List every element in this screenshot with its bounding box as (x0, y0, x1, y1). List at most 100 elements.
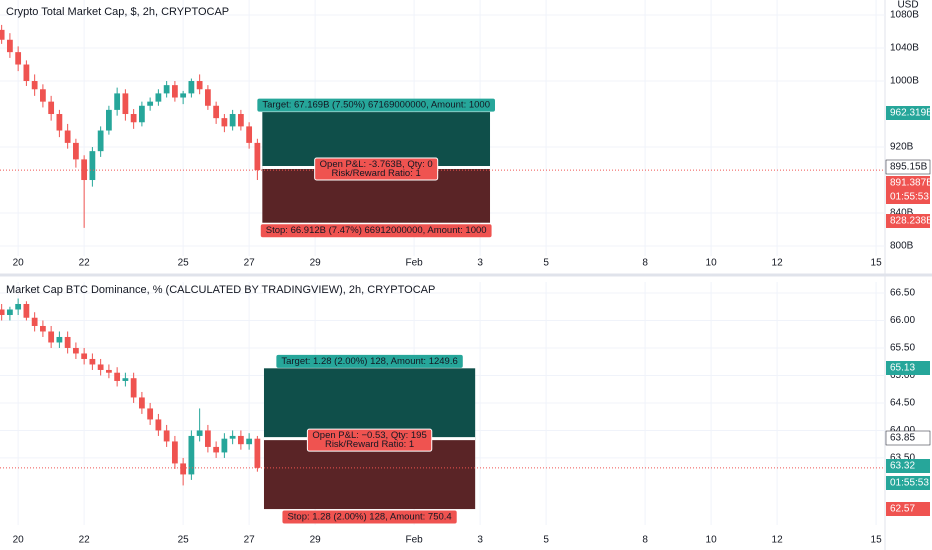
candle-body (122, 378, 129, 381)
candle-body (229, 435, 236, 439)
pnl-label: Open P&L: -3.763B, Qty: 0 (320, 159, 433, 170)
candle-body (180, 93, 187, 98)
price-label-box (886, 459, 930, 473)
x-tick-label: Feb (406, 535, 424, 546)
candle-body (40, 89, 46, 102)
x-tick-label: 5 (543, 258, 549, 269)
x-tick-label: 25 (178, 535, 190, 546)
candle-body (15, 303, 22, 310)
candle-body (254, 142, 261, 171)
x-tick-label: 10 (706, 258, 718, 269)
candle-body (7, 39, 13, 53)
candle-body (0, 29, 5, 40)
price-label-box (885, 430, 931, 446)
stop-label-box (260, 224, 492, 238)
target-label-box (276, 354, 463, 368)
x-tick-label: 5 (543, 535, 549, 546)
price-label: 65.13 (890, 363, 915, 374)
candle-body (106, 369, 112, 373)
price-label-box (886, 361, 930, 375)
candle-body (180, 463, 187, 475)
candle-body (73, 142, 79, 160)
price-label: 828.238B (890, 216, 932, 227)
candle-body (31, 317, 38, 326)
y-tick-label: 64.50 (890, 398, 915, 409)
chart-title: Crypto Total Market Cap, $, 2h, CRYPTOCA… (6, 6, 229, 18)
price-label-box (886, 176, 930, 190)
candle-body (237, 435, 244, 445)
candle-body (246, 438, 253, 445)
x-tick-label: 8 (642, 258, 648, 269)
y-tick-label: 1040B (890, 43, 919, 54)
x-tick-label: 3 (477, 535, 483, 546)
stop-label-box (282, 510, 457, 524)
candle-body (56, 336, 63, 343)
x-tick-label: 10 (706, 535, 718, 546)
profit-zone (263, 368, 476, 439)
candle-body (196, 81, 203, 90)
candle-body (196, 430, 203, 436)
pnl-label: Risk/Reward Ratio: 1 (325, 439, 414, 450)
target-label-box (257, 98, 496, 112)
y-tick-label: 1000B (890, 76, 919, 87)
x-tick-label: 25 (178, 258, 190, 269)
target-label: Target: 67.169B (7.50%) 67169000000, Amo… (262, 100, 490, 111)
candle-body (221, 438, 228, 453)
candle-body (97, 364, 104, 370)
y-tick-label: 840B (890, 208, 914, 219)
price-label: 62.57 (890, 504, 915, 515)
candle-body (147, 408, 154, 420)
price-label: 63.32 (890, 461, 915, 472)
y-tick-label: 64.00 (890, 425, 915, 436)
price-label: 962.319B (890, 108, 932, 119)
candle-body (188, 435, 195, 475)
candle-body (155, 419, 162, 431)
candle-body (89, 151, 96, 181)
candle-body (237, 114, 244, 127)
candle-body (31, 81, 38, 90)
y-tick-label: 65.50 (890, 343, 915, 354)
candle-body (106, 109, 112, 131)
candle-body (204, 430, 211, 447)
candle-body (122, 93, 129, 115)
candle-body (172, 441, 178, 464)
x-tick-label: 12 (772, 535, 784, 546)
candle-body (213, 446, 220, 453)
x-tick-label: 12 (772, 258, 784, 269)
price-label-box (886, 214, 930, 228)
candle-body (130, 378, 137, 398)
stop-label: Stop: 1.28 (2.00%) 128, Amount: 750.4 (287, 512, 451, 523)
y-tick-label: 1080B (890, 10, 919, 21)
price-label-box (886, 476, 930, 490)
candle-body (64, 130, 71, 143)
candle-body (23, 64, 30, 82)
x-tick-label: 20 (13, 535, 25, 546)
candle-body (139, 397, 145, 409)
y-tick-label: 63.50 (890, 453, 915, 464)
candle-body (97, 130, 104, 152)
x-tick-label: 20 (13, 258, 25, 269)
candle-body (48, 331, 55, 343)
x-tick-label: 29 (310, 535, 322, 546)
candle-body (73, 347, 79, 354)
candle-body (130, 114, 137, 123)
candle-body (56, 114, 63, 131)
candle-body (155, 93, 162, 102)
x-tick-label: 27 (244, 258, 256, 269)
candle-body (40, 325, 46, 332)
y-tick-label: 920B (890, 142, 914, 153)
x-tick-label: 29 (310, 258, 322, 269)
candle-body (23, 303, 30, 318)
candle-body (163, 85, 170, 94)
price-label-box (886, 502, 930, 516)
candle-body (229, 114, 236, 127)
candle-body (114, 372, 121, 381)
chart-title: Market Cap BTC Dominance, % (CALCULATED … (6, 284, 435, 296)
price-label-box (886, 106, 930, 120)
y-tick-label: 800B (890, 241, 914, 252)
x-tick-label: 15 (871, 535, 883, 546)
candle-body (172, 85, 178, 98)
x-tick-label: 22 (79, 535, 91, 546)
y-tick-label: 66.50 (890, 288, 915, 299)
